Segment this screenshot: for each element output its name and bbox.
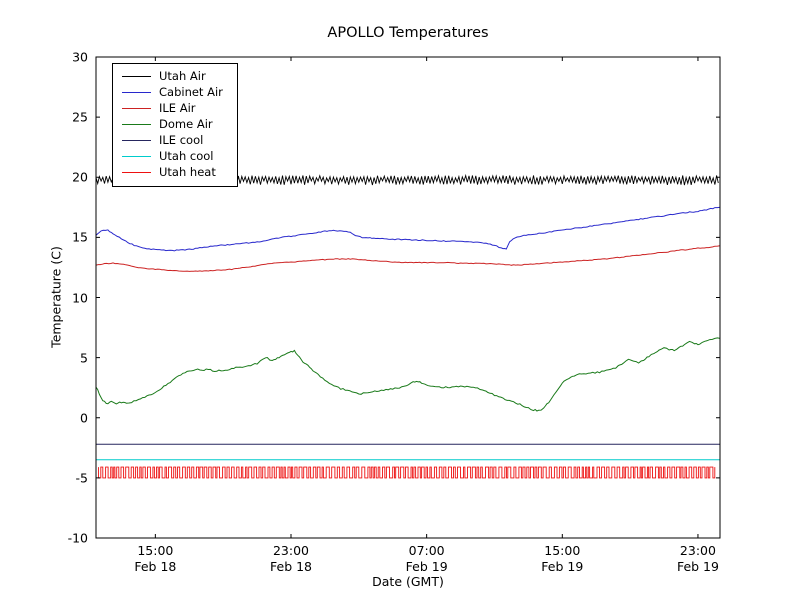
legend-item-utah-cool: Utah cool — [122, 150, 223, 164]
legend-line-swatch — [122, 76, 151, 78]
legend-label: Dome Air — [159, 117, 213, 132]
x-tick-time: 15:00 — [137, 543, 174, 558]
legend-item-ile-air: ILE Air — [122, 102, 223, 116]
legend-item-utah-heat: Utah heat — [122, 166, 223, 180]
legend-label: Utah cool — [159, 149, 214, 164]
y-tick-label: -10 — [67, 530, 88, 546]
legend-item-ile-cool: ILE cool — [122, 134, 223, 148]
x-tick-date: Feb 19 — [676, 559, 719, 574]
x-tick-time: 15:00 — [544, 543, 581, 558]
x-tick-time: 23:00 — [272, 543, 310, 558]
x-tick-date: Feb 18 — [134, 559, 177, 574]
legend-label: ILE Air — [159, 101, 196, 116]
y-tick-label: -5 — [75, 470, 88, 486]
legend-line-swatch — [122, 108, 151, 110]
x-tick-label: 15:00 Feb 18 — [134, 543, 176, 575]
x-tick-time: 23:00 — [679, 543, 716, 558]
y-tick-label: 25 — [72, 109, 88, 125]
legend-label: ILE cool — [159, 133, 204, 148]
y-tick-label: 10 — [72, 290, 88, 305]
legend-line-swatch — [122, 156, 151, 158]
legend-item-dome-air: Dome Air — [122, 118, 223, 132]
y-tick-label: 5 — [80, 350, 88, 366]
legend-label: Utah heat — [159, 165, 216, 180]
legend-item-utah-air: Utah Air — [122, 70, 223, 84]
x-tick-label: 23:00 Feb 18 — [270, 543, 312, 575]
y-tick-label: 15 — [72, 229, 88, 245]
y-tick-label: 20 — [72, 169, 88, 185]
x-tick-date: Feb 19 — [541, 559, 584, 574]
legend-line-swatch — [122, 140, 151, 142]
legend-label: Utah Air — [159, 69, 206, 84]
x-axis-label: Date (GMT) — [372, 574, 444, 589]
series-line-cabinet-air — [95, 206, 721, 252]
series-line-utah-heat — [98, 466, 716, 479]
x-tick-label: 07:00 Feb 19 — [406, 543, 448, 575]
legend-label: Cabinet Air — [159, 85, 223, 100]
chart-title: APOLLO Temperatures — [327, 25, 489, 41]
legend-line-swatch — [122, 92, 151, 94]
x-tick-date: Feb 19 — [405, 559, 448, 574]
y-tick-label: 30 — [72, 49, 88, 65]
legend: Utah Air Cabinet Air ILE Air Dome Air ILE co… — [112, 63, 238, 187]
legend-line-swatch — [122, 124, 151, 126]
x-tick-label: 15:00 Feb 19 — [541, 543, 583, 575]
legend-item-cabinet-air: Cabinet Air — [122, 86, 223, 100]
x-tick-label: 23:00 Feb 19 — [677, 543, 719, 575]
x-tick-time: 07:00 — [408, 543, 445, 558]
series-line-ile-air — [95, 245, 721, 272]
legend-line-swatch — [122, 172, 151, 174]
series-line-dome-air — [95, 337, 721, 412]
x-tick-date: Feb 18 — [269, 559, 313, 574]
y-tick-label: 0 — [80, 410, 88, 426]
